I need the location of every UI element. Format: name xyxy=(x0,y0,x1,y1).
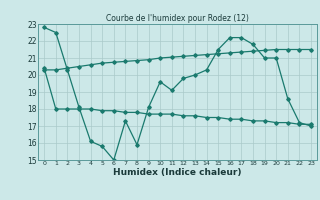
X-axis label: Humidex (Indice chaleur): Humidex (Indice chaleur) xyxy=(113,168,242,177)
Title: Courbe de l'humidex pour Rodez (12): Courbe de l'humidex pour Rodez (12) xyxy=(106,14,249,23)
